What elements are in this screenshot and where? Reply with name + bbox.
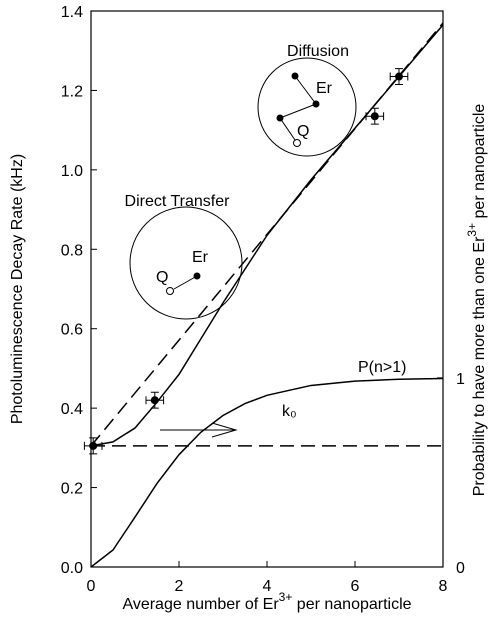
y-tick-label: 1.0 — [61, 163, 83, 180]
data-point — [150, 396, 159, 405]
curve — [90, 24, 444, 447]
transfer-arrow — [173, 275, 198, 290]
annotation: Er — [192, 249, 209, 266]
x-label-text: Average number of Er — [122, 596, 279, 613]
x-tick-label: 0 — [87, 578, 96, 595]
data-point — [370, 112, 379, 121]
x-tick-label: 4 — [263, 578, 272, 595]
data-point — [395, 72, 403, 81]
annotation: Er — [316, 80, 333, 97]
annotation: Direct Transfer — [125, 193, 231, 210]
y-tick-label: 0.0 — [61, 560, 83, 577]
annotation: k₀ — [282, 403, 297, 420]
axis-arrow-head — [211, 422, 238, 438]
y2-axis-label: Probability to have more than one Er3+ p… — [465, 104, 488, 497]
q-dot — [166, 287, 174, 295]
annotation: Q — [297, 123, 309, 140]
y-tick-label: 0.8 — [61, 242, 83, 259]
curve — [90, 22, 444, 447]
y-tick-label: 0.6 — [61, 322, 83, 339]
q-dot — [293, 139, 301, 147]
y-tick-label: 1.2 — [61, 83, 83, 100]
y-tick-label: 0.4 — [61, 401, 83, 418]
y-tick-label: 0.2 — [61, 481, 83, 498]
annotation: Diffusion — [287, 43, 349, 60]
x-tick-label: 2 — [175, 578, 184, 595]
y2-label-text: Probability to have more than one Er — [471, 236, 488, 496]
y2-tick-label: 1 — [456, 371, 465, 388]
curve — [90, 377, 444, 568]
annotation: P(n>1) — [358, 359, 406, 376]
y2-tick-label: 0 — [456, 560, 465, 577]
x-axis-label: Average number of Er3+ per nanoparticle — [122, 590, 411, 613]
y2-label-tail: per nanoparticle — [471, 104, 488, 223]
inset-circle — [129, 206, 243, 320]
y2-label-sup: 3+ — [465, 223, 479, 237]
y-tick-label: 1.4 — [61, 4, 83, 21]
y-axis-label: Photoluminescence Decay Rate (kHz) — [9, 154, 26, 424]
x-label-tail: per nanoparticle — [292, 596, 411, 613]
plot-frame — [90, 10, 444, 568]
x-tick-label: 6 — [351, 578, 360, 595]
x-tick-label: 8 — [439, 578, 448, 595]
inset-circle — [257, 57, 357, 157]
data-point — [89, 441, 98, 450]
x-label-sup: 3+ — [279, 590, 293, 604]
diffusion-path — [279, 75, 317, 141]
annotation: Q — [156, 269, 168, 286]
